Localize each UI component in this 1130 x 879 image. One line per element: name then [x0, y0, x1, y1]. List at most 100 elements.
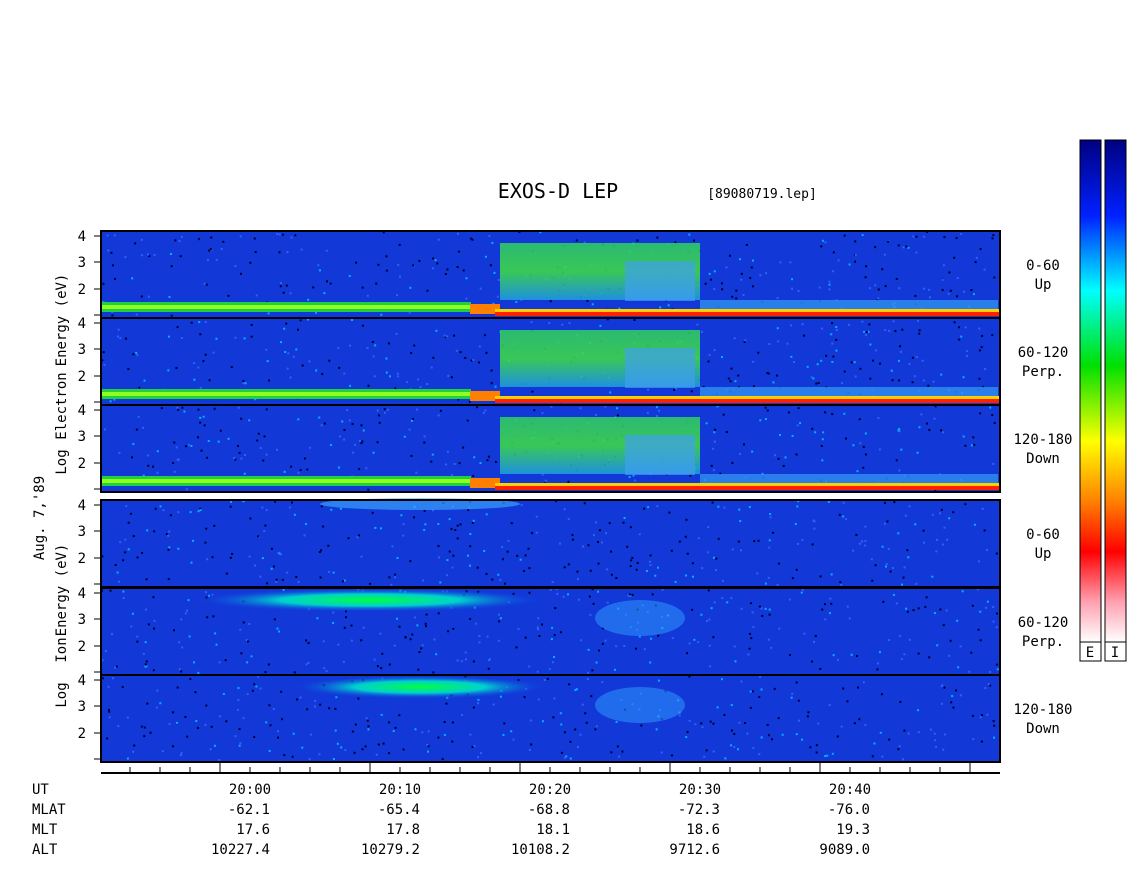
noise — [205, 704, 208, 707]
noise — [878, 448, 881, 451]
noise — [498, 620, 501, 623]
noise — [858, 718, 861, 721]
noise — [240, 272, 243, 275]
noise — [488, 658, 491, 661]
noise — [929, 728, 932, 731]
noise — [536, 670, 539, 673]
noise — [467, 509, 470, 512]
noise — [840, 725, 843, 728]
noise — [761, 472, 764, 475]
noise — [716, 706, 719, 709]
noise — [266, 582, 269, 585]
noise — [995, 663, 998, 666]
noise — [431, 509, 434, 512]
noise — [265, 408, 268, 411]
noise — [269, 724, 272, 727]
noise — [843, 412, 846, 415]
noise — [795, 733, 798, 736]
noise — [373, 658, 376, 661]
noise — [178, 668, 181, 671]
noise — [416, 408, 419, 411]
noise — [323, 667, 326, 670]
noise — [870, 558, 873, 561]
noise — [828, 704, 831, 707]
noise — [824, 618, 827, 621]
noise — [897, 532, 900, 535]
noise — [911, 356, 914, 359]
noise — [562, 595, 565, 598]
noise — [239, 742, 242, 745]
noise — [837, 658, 840, 661]
noise — [752, 746, 755, 749]
noise — [426, 750, 429, 753]
noise — [396, 556, 399, 559]
noise — [701, 726, 704, 729]
noise — [395, 617, 398, 620]
noise — [237, 406, 240, 409]
file-name: [89080719.lep] — [707, 187, 817, 202]
noise — [618, 307, 621, 310]
noise — [979, 412, 982, 415]
noise — [239, 235, 242, 238]
noise — [757, 351, 760, 354]
noise — [366, 294, 369, 297]
noise — [446, 335, 449, 338]
noise — [129, 512, 132, 515]
noise — [484, 409, 487, 412]
noise — [740, 278, 743, 281]
noise — [589, 569, 592, 572]
noise — [708, 272, 711, 275]
noise — [402, 748, 405, 751]
noise — [888, 639, 891, 642]
noise — [531, 390, 534, 393]
noise — [616, 407, 619, 410]
noise — [781, 733, 784, 736]
noise — [293, 671, 296, 674]
noise — [211, 556, 214, 559]
noise — [388, 752, 391, 755]
noise — [948, 271, 951, 274]
noise — [397, 375, 400, 378]
noise — [367, 728, 370, 731]
noise — [510, 522, 513, 525]
y-tick-label: 2 — [78, 456, 86, 472]
noise — [907, 246, 910, 249]
noise — [443, 733, 446, 736]
noise — [379, 632, 382, 635]
noise — [722, 413, 725, 416]
noise — [142, 426, 145, 429]
noise — [432, 671, 435, 674]
noise — [815, 751, 818, 754]
noise — [685, 518, 688, 521]
noise — [169, 253, 172, 256]
noise — [765, 272, 768, 275]
noise — [287, 352, 290, 355]
noise — [267, 312, 270, 315]
noise — [457, 398, 460, 401]
noise — [446, 450, 449, 453]
noise — [606, 601, 609, 604]
noise — [155, 706, 158, 709]
noise — [398, 625, 401, 628]
noise — [234, 735, 237, 738]
noise — [244, 382, 247, 385]
noise — [649, 661, 652, 664]
row-value: -65.4 — [378, 802, 420, 818]
noise — [675, 387, 678, 390]
noise — [434, 259, 437, 262]
noise — [498, 613, 501, 616]
noise — [360, 424, 363, 427]
noise — [203, 282, 206, 285]
noise — [831, 413, 834, 416]
noise — [291, 501, 294, 504]
noise — [606, 318, 609, 321]
noise — [290, 465, 293, 468]
noise — [127, 548, 130, 551]
noise — [437, 414, 440, 417]
noise — [539, 231, 542, 234]
noise — [444, 272, 447, 275]
noise — [912, 609, 915, 612]
noise — [206, 456, 209, 459]
noise — [979, 639, 982, 642]
noise — [265, 348, 268, 351]
